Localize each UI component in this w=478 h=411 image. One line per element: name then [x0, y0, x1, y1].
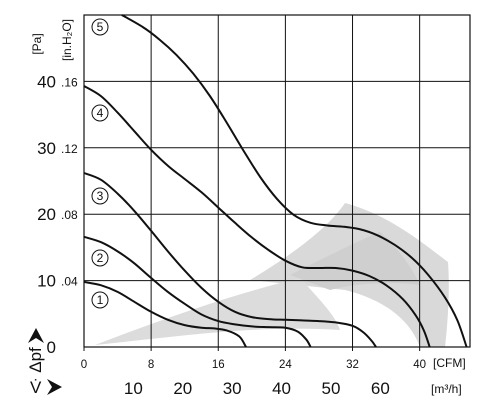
y-tick-pa: 0 — [47, 338, 56, 357]
curve-label-circle — [91, 104, 109, 122]
curve-1 — [83, 280, 247, 348]
x-tick-m3h: 30 — [223, 379, 242, 398]
curve-label-circle — [91, 187, 109, 205]
y-tick-pa: 40 — [37, 72, 56, 91]
x-unit-m3h: [m³/h] — [431, 382, 462, 396]
x-tick-m3h: 10 — [124, 379, 143, 398]
y-unit-inh2o: [in.H₂O] — [60, 19, 74, 61]
y-tick-pa: 20 — [37, 205, 56, 224]
y-tick-inh2o: .16 — [61, 75, 78, 89]
y-axis-symbol: Δpf — [26, 347, 45, 373]
y-tick-pa: 10 — [37, 272, 56, 291]
fan-curves: 1 2 3 4 5 — [83, 14, 468, 348]
y-unit-pa: [Pa] — [30, 33, 44, 54]
curve-4 — [83, 85, 431, 348]
x-tick-cfm: 0 — [81, 359, 87, 371]
grid-lines — [83, 14, 471, 351]
curve-label-3: 3 — [97, 189, 104, 203]
x-tick-m3h: 20 — [173, 379, 192, 398]
curve-label-2: 2 — [97, 251, 104, 265]
x-tick-cfm: 8 — [148, 359, 154, 371]
curve-2 — [83, 235, 312, 348]
curve-label-1: 1 — [97, 293, 104, 307]
x-tick-cfm: 32 — [346, 359, 359, 371]
y-tick-inh2o: .08 — [61, 208, 78, 222]
x-tick-m3h: 60 — [371, 379, 390, 398]
y-tick-inh2o: .04 — [61, 275, 78, 289]
x-arrow-icon — [47, 379, 62, 395]
curve-3 — [83, 172, 377, 348]
x-axis-symbol: V̇ — [30, 378, 42, 397]
curve-label-5: 5 — [97, 20, 104, 34]
x-tick-cfm: 24 — [279, 359, 292, 371]
x-tick-cfm: 16 — [212, 359, 225, 371]
y-tick-pa: 30 — [37, 139, 56, 158]
x-unit-cfm: [CFM] — [433, 356, 466, 370]
x-tick-m3h: 50 — [321, 379, 340, 398]
curve-5 — [121, 14, 468, 348]
axis-labels: [Pa] [in.H₂O] Δpf [CFM] V̇ [m³/h] 010203… — [26, 19, 466, 398]
y-tick-inh2o: .12 — [61, 142, 78, 156]
x-tick-m3h: 40 — [272, 379, 291, 398]
plot-frame — [83, 14, 471, 348]
curve-label-4: 4 — [97, 106, 104, 120]
shade-band-mid — [290, 232, 420, 290]
curve-label-circle — [91, 249, 109, 267]
curve-label-circle — [91, 18, 109, 36]
curve-label-circle — [91, 291, 109, 309]
y-arrow-icon — [28, 328, 44, 343]
x-tick-cfm: 40 — [413, 359, 426, 371]
axis-arrows — [28, 328, 62, 395]
